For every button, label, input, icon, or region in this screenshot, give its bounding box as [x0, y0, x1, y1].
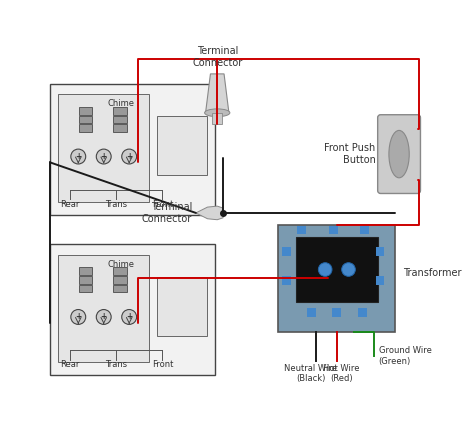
Text: +: +: [100, 152, 107, 161]
Bar: [307, 308, 316, 317]
Text: +: +: [126, 152, 132, 161]
Bar: [50, 84, 215, 215]
Text: +: +: [75, 152, 82, 161]
Text: Front: Front: [152, 360, 173, 369]
Text: Front Push
Button: Front Push Button: [325, 143, 376, 165]
Polygon shape: [196, 206, 223, 220]
Bar: [296, 237, 378, 301]
Bar: [79, 267, 92, 275]
Bar: [113, 276, 127, 284]
Text: Rear: Rear: [60, 360, 80, 369]
Text: Neutral Wire
(Black): Neutral Wire (Black): [284, 364, 337, 383]
Text: Chime: Chime: [108, 99, 135, 108]
Bar: [50, 244, 215, 375]
Circle shape: [96, 309, 111, 325]
Bar: [113, 116, 127, 123]
Bar: [157, 117, 207, 176]
Bar: [157, 277, 207, 336]
Text: Transformer: Transformer: [403, 268, 462, 278]
Text: Trans: Trans: [105, 360, 127, 369]
Bar: [79, 124, 92, 132]
Text: Hot Wire
(Red): Hot Wire (Red): [323, 364, 360, 383]
Bar: [79, 285, 92, 292]
Bar: [375, 276, 384, 285]
Bar: [375, 247, 384, 256]
Text: +: +: [126, 312, 132, 322]
Text: Front: Front: [152, 200, 173, 209]
Circle shape: [122, 149, 137, 164]
Ellipse shape: [389, 131, 409, 178]
Bar: [283, 247, 291, 256]
Bar: [358, 308, 367, 317]
Bar: [360, 226, 369, 234]
Circle shape: [96, 149, 111, 164]
Circle shape: [71, 149, 86, 164]
Ellipse shape: [205, 109, 230, 117]
Text: +: +: [100, 312, 107, 322]
Bar: [329, 226, 337, 234]
Bar: [113, 285, 127, 292]
Text: Chime: Chime: [108, 260, 135, 269]
Text: Terminal
Connector: Terminal Connector: [142, 202, 192, 224]
Bar: [58, 94, 149, 202]
Bar: [113, 124, 127, 132]
Text: Ground Wire
(Green): Ground Wire (Green): [379, 346, 431, 365]
Bar: [58, 255, 149, 362]
Bar: [332, 308, 341, 317]
Text: Rear: Rear: [60, 200, 80, 209]
Circle shape: [342, 263, 356, 276]
Circle shape: [319, 263, 332, 276]
Circle shape: [71, 309, 86, 325]
Bar: [283, 276, 291, 285]
Text: Trans: Trans: [105, 200, 127, 209]
Bar: [79, 116, 92, 123]
Circle shape: [122, 309, 137, 325]
Polygon shape: [206, 74, 229, 113]
Text: +: +: [75, 312, 82, 322]
FancyBboxPatch shape: [378, 115, 420, 194]
Bar: [113, 107, 127, 115]
Bar: [113, 267, 127, 275]
Bar: [79, 107, 92, 115]
Bar: [79, 276, 92, 284]
Bar: [279, 224, 395, 332]
Text: Terminal
Connector: Terminal Connector: [192, 46, 242, 68]
Bar: [298, 226, 306, 234]
Bar: [212, 113, 222, 125]
